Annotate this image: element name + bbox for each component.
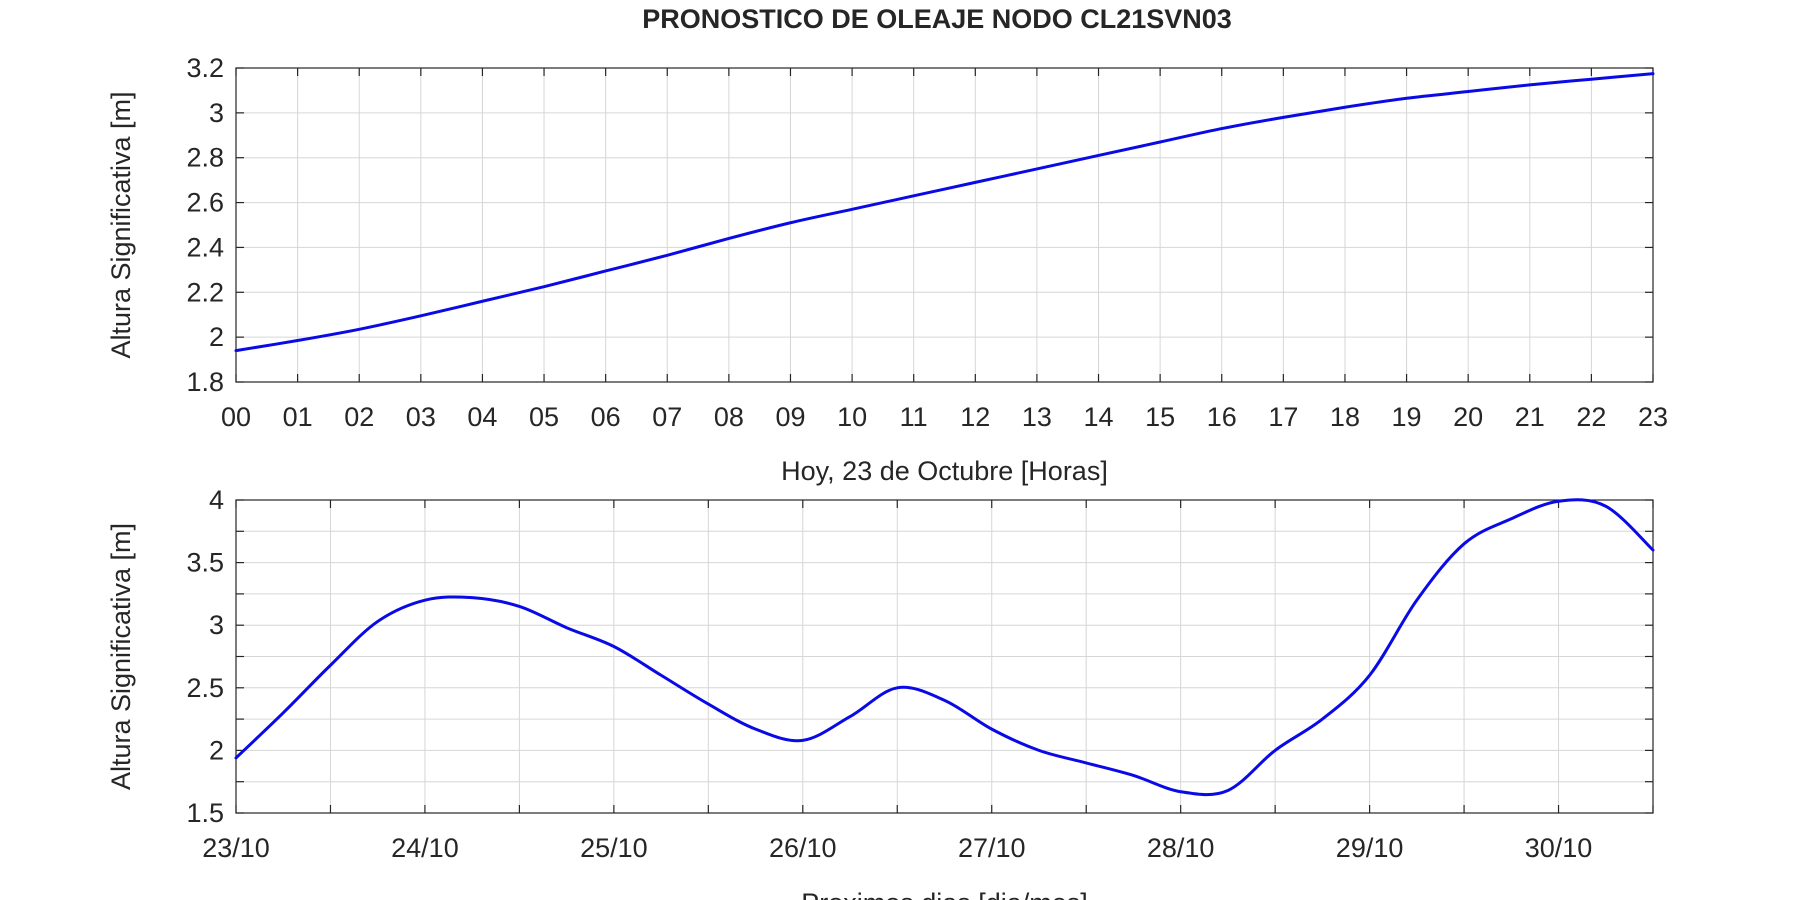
x-tick-label: 11 xyxy=(900,402,928,432)
x-tick-label: 19 xyxy=(1392,402,1422,432)
x-tick-label: 00 xyxy=(221,402,251,432)
x-tick-label: 30/10 xyxy=(1525,833,1593,863)
x-tick-label: 26/10 xyxy=(769,833,837,863)
x-tick-label: 24/10 xyxy=(391,833,459,863)
wave-height-series-line xyxy=(234,498,1655,797)
x-axis-label: Proximos dias [dia/mes] xyxy=(801,888,1088,900)
y-tick-label: 2.2 xyxy=(186,277,224,307)
x-tick-label: 07 xyxy=(652,402,682,432)
y-tick-label: 3.5 xyxy=(186,548,224,578)
y-tick-label: 2.4 xyxy=(186,232,224,262)
x-tick-label: 17 xyxy=(1268,402,1298,432)
plot-frame xyxy=(235,67,1654,383)
hourly-forecast-chart: 00 01 02 03 04 05 06 07 08 09 10 11 12 13 14 15 16 17 18 19… xyxy=(106,53,1668,486)
x-tick-label: 09 xyxy=(775,402,805,432)
x-tick-label: 23 xyxy=(1638,402,1668,432)
x-tick-label: 28/10 xyxy=(1147,833,1215,863)
y-tick-label: 2.5 xyxy=(186,673,224,703)
x-tick-label: 06 xyxy=(591,402,621,432)
x-tick-label: 01 xyxy=(283,402,313,432)
y-tick-label: 2 xyxy=(209,735,224,765)
chart-title: PRONOSTICO DE OLEAJE NODO CL21SVN03 xyxy=(642,4,1232,34)
x-tick-label: 29/10 xyxy=(1336,833,1404,863)
y-tick-label: 2.6 xyxy=(186,188,224,218)
x-tick-label: 14 xyxy=(1083,402,1113,432)
y-tick-label: 3.2 xyxy=(186,53,224,83)
y-axis-label: Altura Significativa [m] xyxy=(106,91,136,358)
x-tick-label: 04 xyxy=(467,402,497,432)
x-tick-label: 25/10 xyxy=(580,833,648,863)
x-axis-label: Hoy, 23 de Octubre [Horas] xyxy=(781,456,1108,486)
x-tick-label: 27/10 xyxy=(958,833,1026,863)
grid-lines xyxy=(235,499,1654,814)
y-tick-label: 1.5 xyxy=(186,798,224,828)
x-tick-label: 21 xyxy=(1515,402,1545,432)
x-tick-label: 13 xyxy=(1022,402,1052,432)
x-tick-label: 03 xyxy=(406,402,436,432)
x-tick-label: 16 xyxy=(1207,402,1237,432)
y-tick-label: 3 xyxy=(209,610,224,640)
daily-forecast-chart: 23/10 24/10 25/10 26/10 27/10 28/10 29/10 30/10… xyxy=(106,485,1655,900)
y-axis-label: Altura Significativa [m] xyxy=(106,523,136,790)
x-tick-label: 12 xyxy=(960,402,990,432)
y-tick-label: 4 xyxy=(209,485,224,515)
y-tick-label: 3 xyxy=(209,98,224,128)
x-tick-label: 22 xyxy=(1576,402,1606,432)
y-tick-label: 2.8 xyxy=(186,143,224,173)
x-tick-label: 08 xyxy=(714,402,744,432)
x-tick-label: 05 xyxy=(529,402,559,432)
x-tick-label: 10 xyxy=(837,402,867,432)
x-tick-label: 18 xyxy=(1330,402,1360,432)
x-tick-label: 15 xyxy=(1145,402,1175,432)
x-tick-label: 20 xyxy=(1453,402,1483,432)
x-tick-label: 23/10 xyxy=(202,833,270,863)
wave-height-series-line xyxy=(234,72,1655,353)
x-tick-label: 02 xyxy=(344,402,374,432)
grid-lines xyxy=(235,67,1654,383)
y-tick-label: 2 xyxy=(209,322,224,352)
y-tick-label: 1.8 xyxy=(186,367,224,397)
